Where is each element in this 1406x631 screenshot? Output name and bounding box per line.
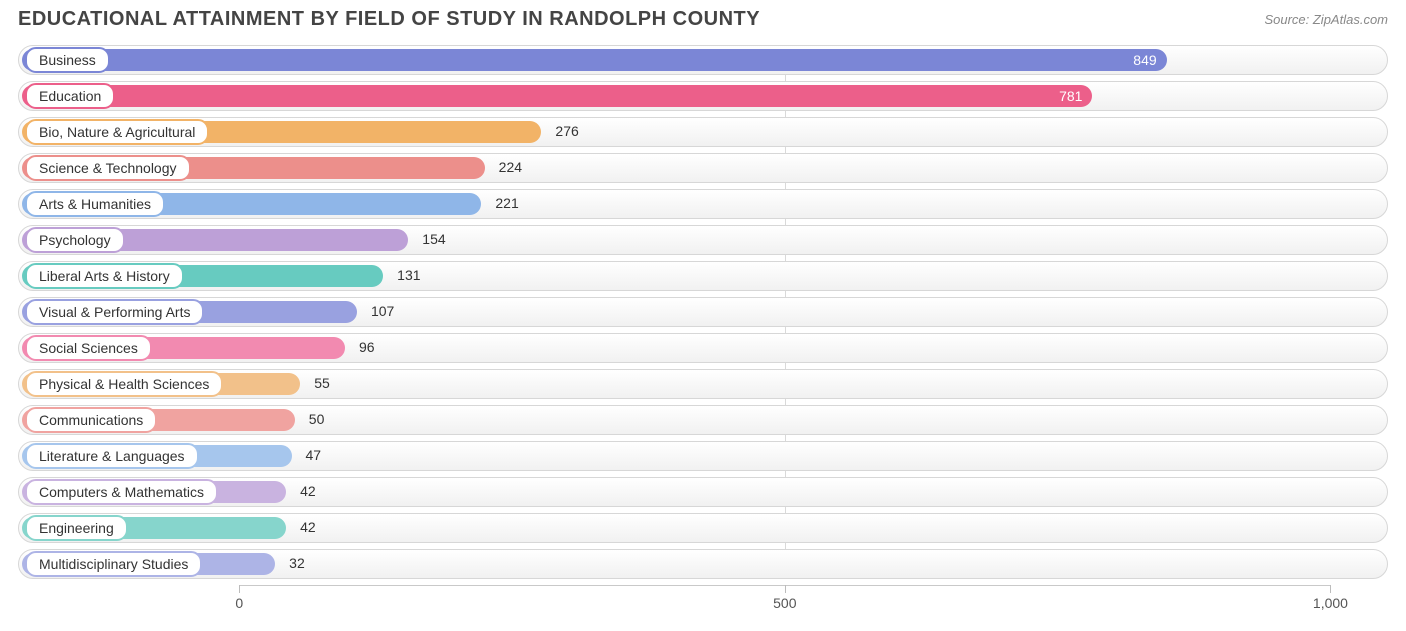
bar-category-label: Education [25, 83, 115, 109]
axis-tick-label: 1,000 [1313, 595, 1348, 611]
bar-category-label: Communications [25, 407, 157, 433]
bar-track: Bio, Nature & Agricultural 276 [18, 117, 1388, 147]
bar-category-label: Business [25, 47, 110, 73]
bar-value-label: 96 [359, 339, 375, 355]
bar-fill: 781 [22, 85, 1092, 107]
chart-title: EDUCATIONAL ATTAINMENT BY FIELD OF STUDY… [18, 8, 760, 31]
bar-track: Communications 50 [18, 405, 1388, 435]
bar-track: Social Sciences 96 [18, 333, 1388, 363]
bar-value-label: 849 [1133, 52, 1156, 68]
bar-track: 781 Education [18, 81, 1388, 111]
bars-wrapper: 849 Business 781 Education Bio, Nature & Agr… [18, 45, 1388, 579]
bar-value-label: 154 [422, 231, 445, 247]
bar-category-label: Science & Technology [25, 155, 191, 181]
bar-track: 849 Business [18, 45, 1388, 75]
bar-category-label: Bio, Nature & Agricultural [25, 119, 209, 145]
bar-category-label: Social Sciences [25, 335, 152, 361]
bar-track: Liberal Arts & History 131 [18, 261, 1388, 291]
bar-value-label: 42 [300, 519, 316, 535]
bar-value-label: 47 [306, 447, 322, 463]
bar-value-label: 224 [499, 159, 522, 175]
bar-track: Engineering 42 [18, 513, 1388, 543]
bar-value-label: 221 [495, 195, 518, 211]
bar-track: Arts & Humanities 221 [18, 189, 1388, 219]
bar-value-label: 276 [555, 123, 578, 139]
bar-value-label: 55 [314, 375, 330, 391]
bar-track: Visual & Performing Arts 107 [18, 297, 1388, 327]
axis-tick [785, 585, 786, 593]
bar-category-label: Multidisciplinary Studies [25, 551, 202, 577]
bar-track: Multidisciplinary Studies 32 [18, 549, 1388, 579]
bar-value-label: 131 [397, 267, 420, 283]
bar-track: Literature & Languages 47 [18, 441, 1388, 471]
bar-value-label: 32 [289, 555, 305, 571]
bar-track: Psychology 154 [18, 225, 1388, 255]
bar-category-label: Liberal Arts & History [25, 263, 184, 289]
bar-value-label: 107 [371, 303, 394, 319]
axis-tick-label: 500 [773, 595, 796, 611]
x-axis: 0 500 1,000 [18, 585, 1388, 619]
bar-category-label: Literature & Languages [25, 443, 199, 469]
bar-value-label: 781 [1059, 88, 1082, 104]
axis-tick-label: 0 [235, 595, 243, 611]
chart-header: EDUCATIONAL ATTAINMENT BY FIELD OF STUDY… [0, 0, 1406, 35]
bar-track: Science & Technology 224 [18, 153, 1388, 183]
bar-value-label: 42 [300, 483, 316, 499]
bar-category-label: Psychology [25, 227, 125, 253]
chart-area: 849 Business 781 Education Bio, Nature & Agr… [0, 35, 1406, 579]
bar-value-label: 50 [309, 411, 325, 427]
bar-track: Computers & Mathematics 42 [18, 477, 1388, 507]
chart-source: Source: ZipAtlas.com [1264, 8, 1388, 27]
axis-tick [1330, 585, 1331, 593]
bar-category-label: Visual & Performing Arts [25, 299, 204, 325]
bar-category-label: Computers & Mathematics [25, 479, 218, 505]
bar-category-label: Physical & Health Sciences [25, 371, 223, 397]
bar-fill: 849 [22, 49, 1167, 71]
bar-category-label: Arts & Humanities [25, 191, 165, 217]
bar-category-label: Engineering [25, 515, 128, 541]
axis-tick [239, 585, 240, 593]
bar-track: Physical & Health Sciences 55 [18, 369, 1388, 399]
